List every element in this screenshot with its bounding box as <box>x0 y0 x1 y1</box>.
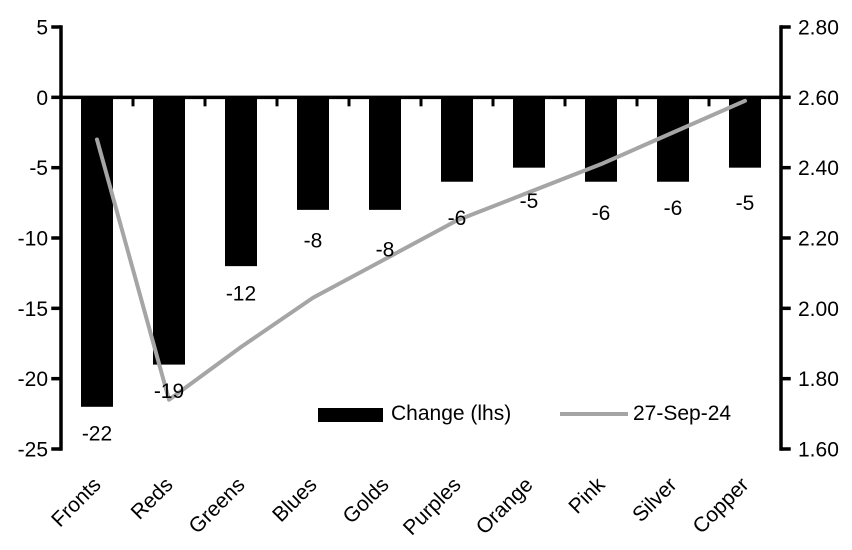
x-axis <box>59 95 783 107</box>
right-axis-tick-label: 2.60 <box>798 87 839 110</box>
right-axis-tick-label: 2.20 <box>798 228 839 251</box>
left-axis-tick-label: -15 <box>18 298 48 321</box>
bar-silver <box>657 97 689 182</box>
bar-reds <box>153 97 185 365</box>
bar-orange <box>513 97 545 168</box>
right-axis-tick-label: 1.80 <box>798 368 839 391</box>
right-axis-tick-label: 2.80 <box>798 17 839 40</box>
bar-data-label: -5 <box>736 192 755 215</box>
left-axis-tick-label: 0 <box>36 87 48 110</box>
bar-data-label: -22 <box>82 422 112 445</box>
left-axis-tick-label: -10 <box>18 228 48 251</box>
right-axis-tick-label: 1.60 <box>798 439 839 462</box>
right-axis: 2.80 2.60 2.40 2.20 2.00 1.80 1.60 <box>779 17 839 462</box>
bar-data-label: -19 <box>154 380 184 403</box>
bar-data-label: -5 <box>520 190 539 213</box>
right-axis-tick-label: 2.40 <box>798 157 839 180</box>
bar-data-label: -6 <box>664 197 683 220</box>
line-series <box>95 98 747 402</box>
left-axis-tick-label: -25 <box>18 439 48 462</box>
bar-data-label: -6 <box>448 207 467 230</box>
bar-data-label: -8 <box>376 238 395 261</box>
bar-golds <box>369 97 401 210</box>
bar-blues <box>297 97 329 210</box>
bar-data-label: -12 <box>226 283 256 306</box>
bar-purples <box>441 97 473 182</box>
bar-data-labels: -22 -19 -12 -8 -8 -6 -5 -6 -6 -5 <box>82 190 755 445</box>
bar-copper <box>729 97 761 168</box>
left-axis-tick-label: 5 <box>36 17 48 40</box>
bar-greens <box>225 97 257 267</box>
bar-fronts <box>81 97 113 407</box>
right-axis-tick-label: 2.00 <box>798 298 839 321</box>
left-axis: 5 0 -5 -10 -15 -20 -25 <box>18 17 63 462</box>
bars-series <box>81 97 761 407</box>
left-axis-tick-label: -20 <box>18 368 48 391</box>
bar-data-label: -8 <box>304 229 323 252</box>
left-axis-tick-label: -5 <box>29 157 48 180</box>
bar-data-label: -6 <box>592 202 611 225</box>
